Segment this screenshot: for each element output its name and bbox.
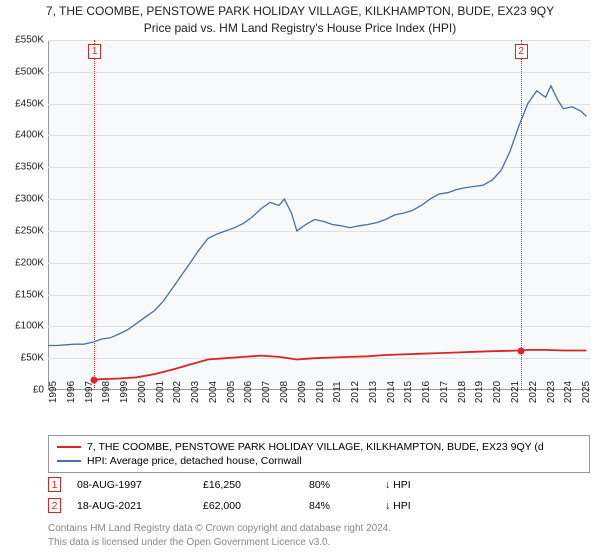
transaction-data-point [91, 376, 98, 383]
footer-credits: Contains HM Land Registry data © Crown c… [48, 522, 590, 549]
series-property [94, 350, 586, 380]
transaction-percent: 80% [309, 479, 369, 491]
y-axis-label: £500K [15, 66, 44, 77]
series-hpi [48, 86, 586, 346]
y-axis-label: £350K [15, 162, 44, 173]
y-axis-label: £200K [15, 257, 44, 268]
chart-subtitle: Price paid vs. HM Land Registry's House … [0, 21, 600, 35]
transaction-row: 2 18-AUG-2021 £62,000 84% ↓ HPI [48, 495, 590, 516]
transaction-date: 08-AUG-1997 [77, 479, 187, 491]
transaction-table: 1 08-AUG-1997 £16,250 80% ↓ HPI 2 18-AUG-2021 £… [48, 474, 590, 516]
y-axis-label: £0 [33, 385, 44, 396]
transaction-vs-hpi: ↓ HPI [385, 500, 411, 512]
y-axis-label: £250K [15, 225, 44, 236]
footer-line-2: This data is licensed under the Open Gov… [48, 536, 590, 550]
y-axis-label: £150K [15, 289, 44, 300]
transaction-percent: 84% [309, 500, 369, 512]
line-series-svg [48, 40, 590, 390]
transaction-row-marker: 2 [48, 498, 61, 513]
transaction-price: £62,000 [203, 500, 293, 512]
legend-label: HPI: Average price, detached house, Corn… [87, 455, 302, 467]
transaction-date: 18-AUG-2021 [77, 500, 187, 512]
chart-area: £0£50K£100K£150K£200K£250K£300K£350K£400… [48, 40, 590, 420]
legend: 7, THE COOMBE, PENSTOWE PARK HOLIDAY VIL… [48, 435, 590, 473]
legend-label: 7, THE COOMBE, PENSTOWE PARK HOLIDAY VIL… [87, 441, 544, 453]
y-axis-label: £400K [15, 130, 44, 141]
transaction-data-point [517, 347, 524, 354]
legend-swatch [57, 460, 81, 462]
transaction-vs-hpi: ↓ HPI [385, 479, 411, 491]
footer-line-1: Contains HM Land Registry data © Crown c… [48, 522, 590, 536]
y-axis-label: £300K [15, 194, 44, 205]
transaction-row-marker: 1 [48, 477, 61, 492]
y-axis-label: £50K [21, 353, 44, 364]
chart-title-address: 7, THE COOMBE, PENSTOWE PARK HOLIDAY VIL… [0, 4, 600, 18]
y-axis-label: £550K [15, 35, 44, 46]
transaction-row: 1 08-AUG-1997 £16,250 80% ↓ HPI [48, 474, 590, 495]
legend-item: 7, THE COOMBE, PENSTOWE PARK HOLIDAY VIL… [57, 440, 581, 454]
legend-item: HPI: Average price, detached house, Corn… [57, 454, 581, 468]
y-axis-label: £450K [15, 98, 44, 109]
y-axis-label: £100K [15, 321, 44, 332]
transaction-price: £16,250 [203, 479, 293, 491]
legend-swatch [57, 446, 81, 448]
